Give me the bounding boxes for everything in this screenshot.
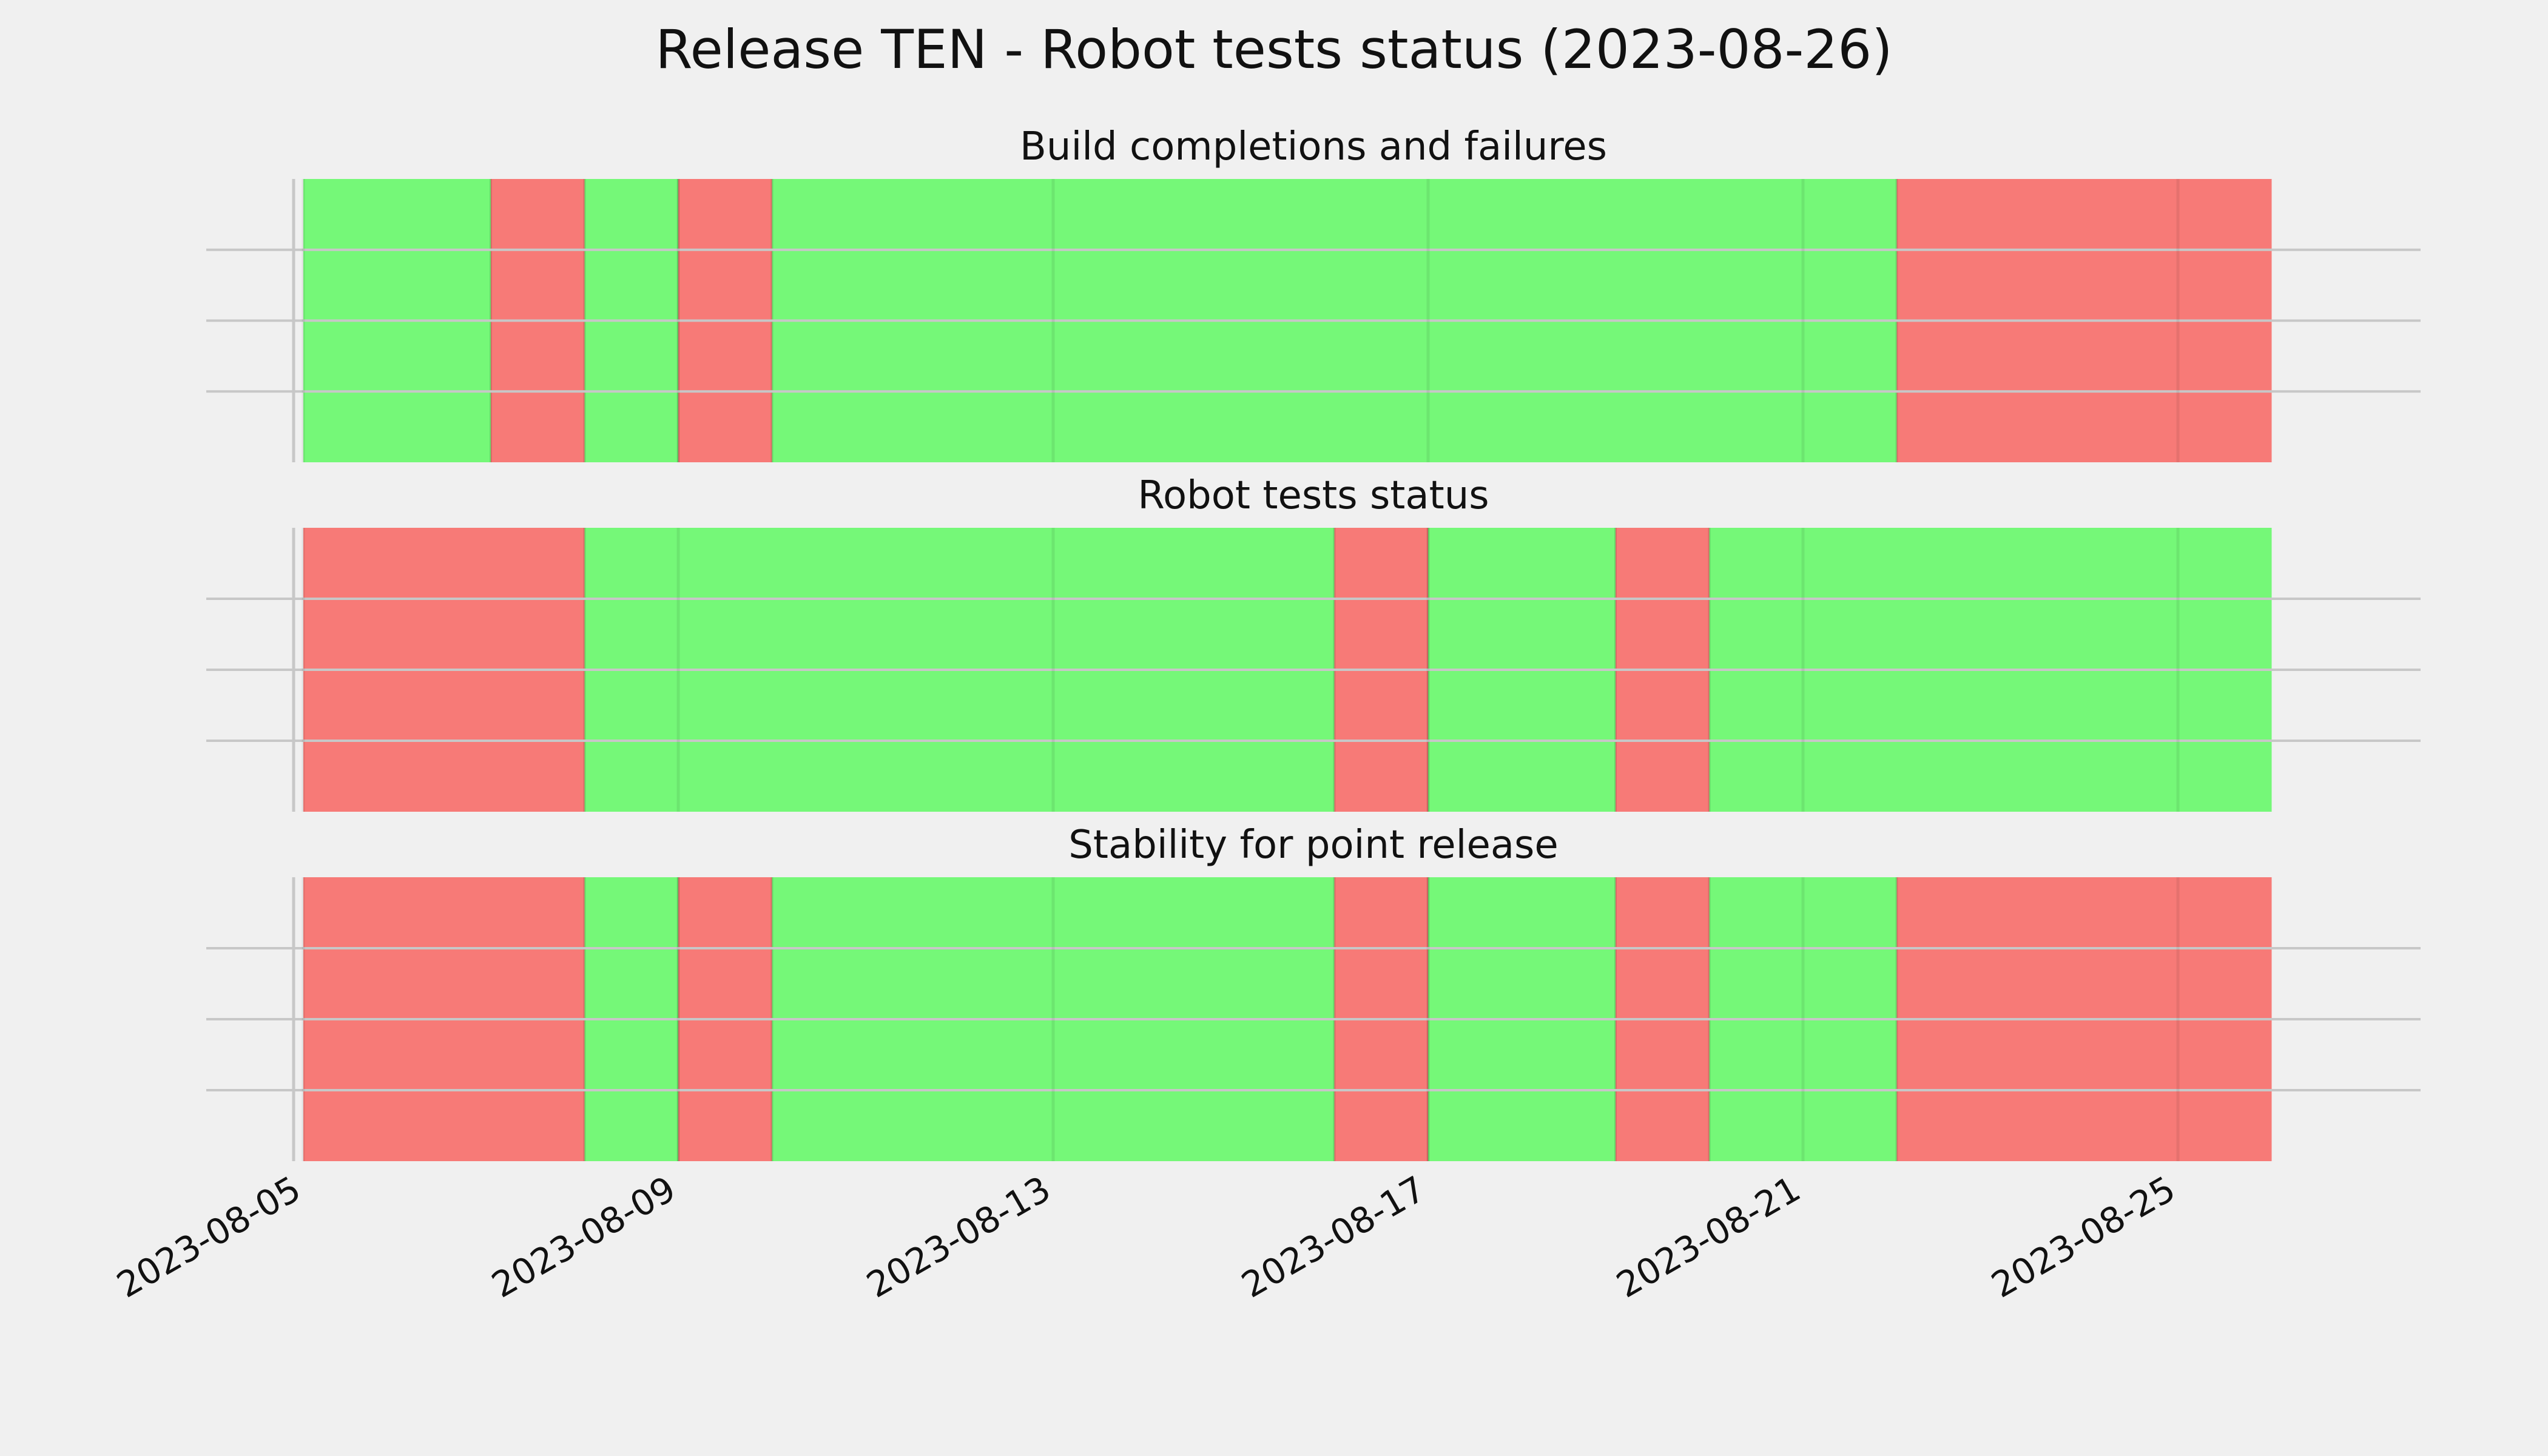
panel-title: Build completions and failures <box>1020 124 1607 169</box>
panel-2: Robot tests status <box>206 473 2421 812</box>
panel-3: Stability for point release <box>206 823 2421 1161</box>
chart-title: Release TEN - Robot tests status (2023-0… <box>655 18 1892 81</box>
panel-title: Robot tests status <box>1138 473 1489 518</box>
panels-group: Build completions and failures Robot test… <box>206 124 2421 1161</box>
panel-1: Build completions and failures <box>206 124 2421 462</box>
panel-title: Stability for point release <box>1068 823 1559 868</box>
